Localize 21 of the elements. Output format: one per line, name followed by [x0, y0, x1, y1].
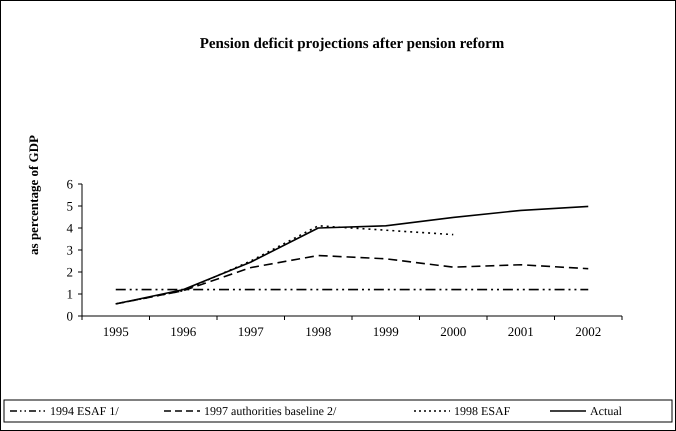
x-tick-label: 2001 [508, 324, 534, 339]
y-tick-label: 6 [66, 176, 74, 192]
legend-label: Actual [590, 404, 623, 418]
y-tick-label: 4 [66, 220, 74, 236]
x-tick-label: 1996 [170, 324, 197, 339]
legend-label: 1998 ESAF [454, 404, 511, 418]
y-tick-label: 0 [66, 308, 73, 324]
legend-label: 1997 authorities baseline 2/ [204, 404, 337, 418]
x-tick-label: 1995 [102, 324, 129, 339]
y-tick-label: 3 [66, 242, 73, 258]
y-axis-title: as percentage of GDP [26, 134, 41, 255]
y-tick-label: 2 [66, 264, 73, 280]
legend-label: 1994 ESAF 1/ [50, 404, 120, 418]
x-tick-label: 2002 [575, 324, 602, 339]
x-tick-label: 1998 [305, 324, 332, 339]
x-tick-label: 1999 [372, 324, 399, 339]
y-tick-label: 5 [66, 198, 73, 214]
chart-title: Pension deficit projections after pension reform [200, 36, 505, 52]
x-tick-label: 2000 [440, 324, 466, 339]
y-tick-label: 1 [66, 286, 73, 302]
x-tick-label: 1997 [238, 324, 264, 339]
